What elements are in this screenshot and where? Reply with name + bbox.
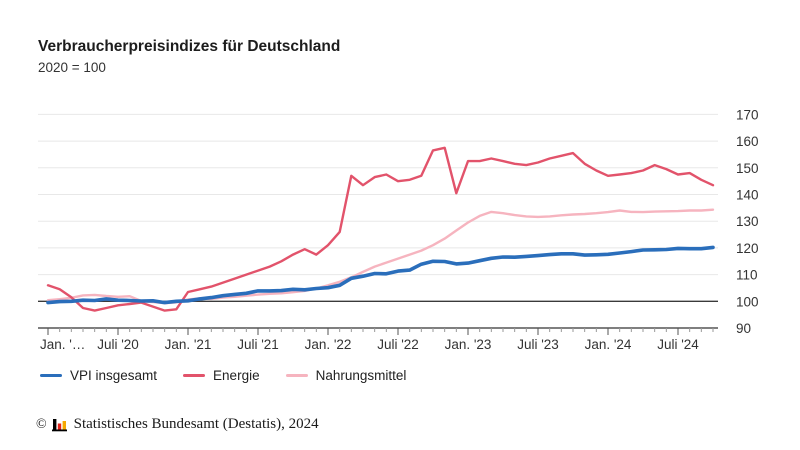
x-axis-label: Jan. '22: [305, 337, 352, 352]
series-line-vpi-insgesamt: [46, 245, 715, 305]
legend-label: Nahrungsmittel: [315, 368, 407, 383]
x-axis-label: Juli '23: [517, 337, 559, 352]
x-axis-label: Jan. '…: [40, 337, 85, 352]
y-axis-label: 140: [736, 188, 759, 203]
legend-label: Energie: [213, 368, 260, 383]
chart-subtitle: 2020 = 100: [38, 60, 106, 75]
legend-label: VPI insgesamt: [70, 368, 158, 383]
y-axis-label: 90: [736, 321, 751, 336]
y-axis-label: 130: [736, 214, 759, 229]
energie-line-swatch-icon: [183, 373, 206, 378]
chart-canvas: Jan. '… Juli '20 Jan. '21 Juli '21 Jan. '22 J…: [38, 107, 759, 352]
x-axis-label: Jan. '24: [585, 337, 632, 352]
x-axis-label: Jan. '23: [445, 337, 492, 352]
x-axis-label: Juli '22: [377, 337, 419, 352]
y-axis-label: 170: [736, 107, 759, 122]
x-axis-label: Juli '21: [237, 337, 279, 352]
chart-title: Verbraucherpreisindizes für Deutschland: [38, 38, 341, 55]
source-note: © Statistisches Bundesamt (Destatis), 20…: [36, 416, 319, 433]
source-text: Statistisches Bundesamt (Destatis), 2024: [73, 416, 319, 432]
destatis-logo-icon: [51, 418, 67, 431]
nahrungsmittel-line-swatch-icon: [285, 373, 308, 378]
x-axis-label: Juli '20: [97, 337, 139, 352]
copyright-symbol: ©: [36, 416, 47, 432]
vpi-line-swatch-icon: [40, 373, 62, 378]
series-line-nahrungsmittel: [46, 208, 715, 305]
x-axis-label: Jan. '21: [165, 337, 212, 352]
y-axis-label: 160: [736, 134, 759, 149]
series-line-energie: [46, 146, 715, 312]
y-axis-label: 100: [736, 294, 759, 309]
y-axis-label: 110: [736, 268, 758, 283]
legend-item-vpi-insgesamt[interactable]: VPI insgesamt: [40, 368, 157, 383]
legend-item-nahrungsmittel[interactable]: Nahrungsmittel: [285, 368, 407, 383]
x-axis-label: Juli '24: [657, 337, 699, 352]
legend-item-energie[interactable]: Energie: [183, 368, 260, 383]
y-axis-label: 120: [736, 241, 759, 256]
chart-legend: VPI insgesamt Energie Nahrungsmittel: [40, 368, 406, 383]
y-axis-label: 150: [736, 161, 759, 176]
